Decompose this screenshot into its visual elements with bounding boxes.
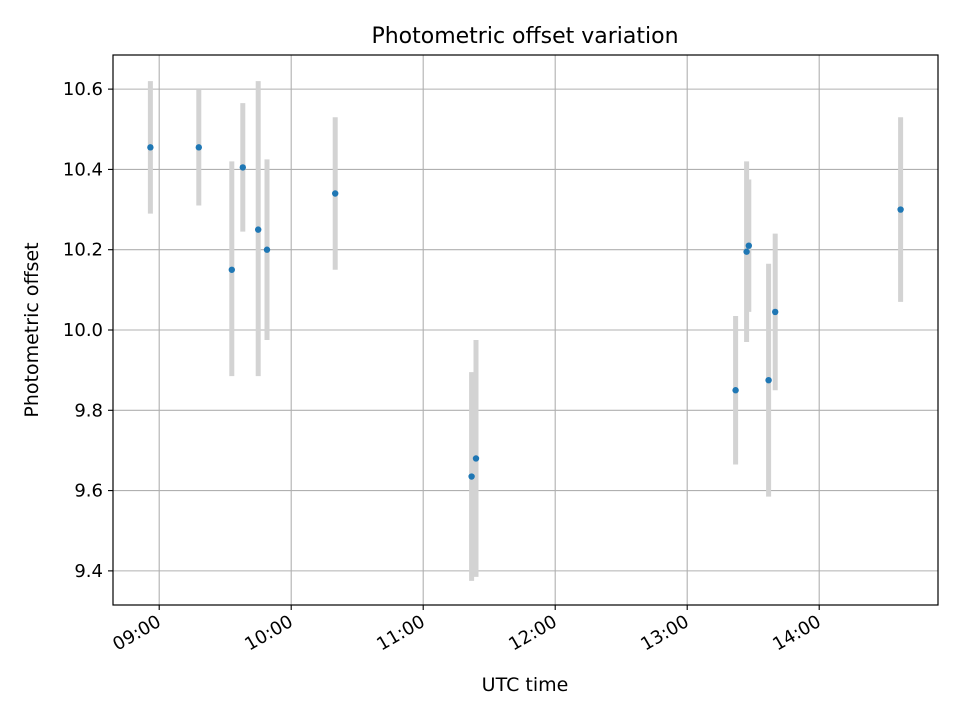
data-point [765, 376, 772, 384]
grid [113, 55, 938, 605]
data-point [332, 190, 339, 197]
y-axis-label: Photometric offset [21, 242, 43, 417]
data-point [743, 248, 750, 255]
data-point [239, 164, 246, 171]
y-tick-label: 9.4 [74, 561, 103, 582]
data-point [732, 387, 739, 394]
y-axis-ticks: 9.4 9.6 9.8 10.0 10.2 10.4 10.6 [63, 79, 113, 582]
y-tick-label: 10.6 [63, 79, 103, 100]
data-point [468, 473, 475, 480]
data-point [472, 455, 480, 462]
data-point [772, 308, 779, 316]
y-tick-label: 10.4 [63, 159, 103, 180]
y-tick-label: 10.2 [63, 240, 103, 261]
data-point [228, 266, 235, 273]
data-point [897, 206, 904, 213]
x-axis-label: UTC time [482, 674, 569, 696]
y-tick-label: 9.8 [74, 400, 103, 421]
y-tick-label: 9.6 [74, 481, 103, 502]
data-point [255, 226, 262, 233]
data-point [147, 144, 154, 151]
data-point [195, 144, 202, 151]
data-points [147, 144, 904, 480]
data-point [263, 246, 271, 253]
chart-title: Photometric offset variation [371, 24, 678, 49]
data-point [745, 242, 752, 249]
y-tick-label: 10.0 [63, 320, 103, 341]
